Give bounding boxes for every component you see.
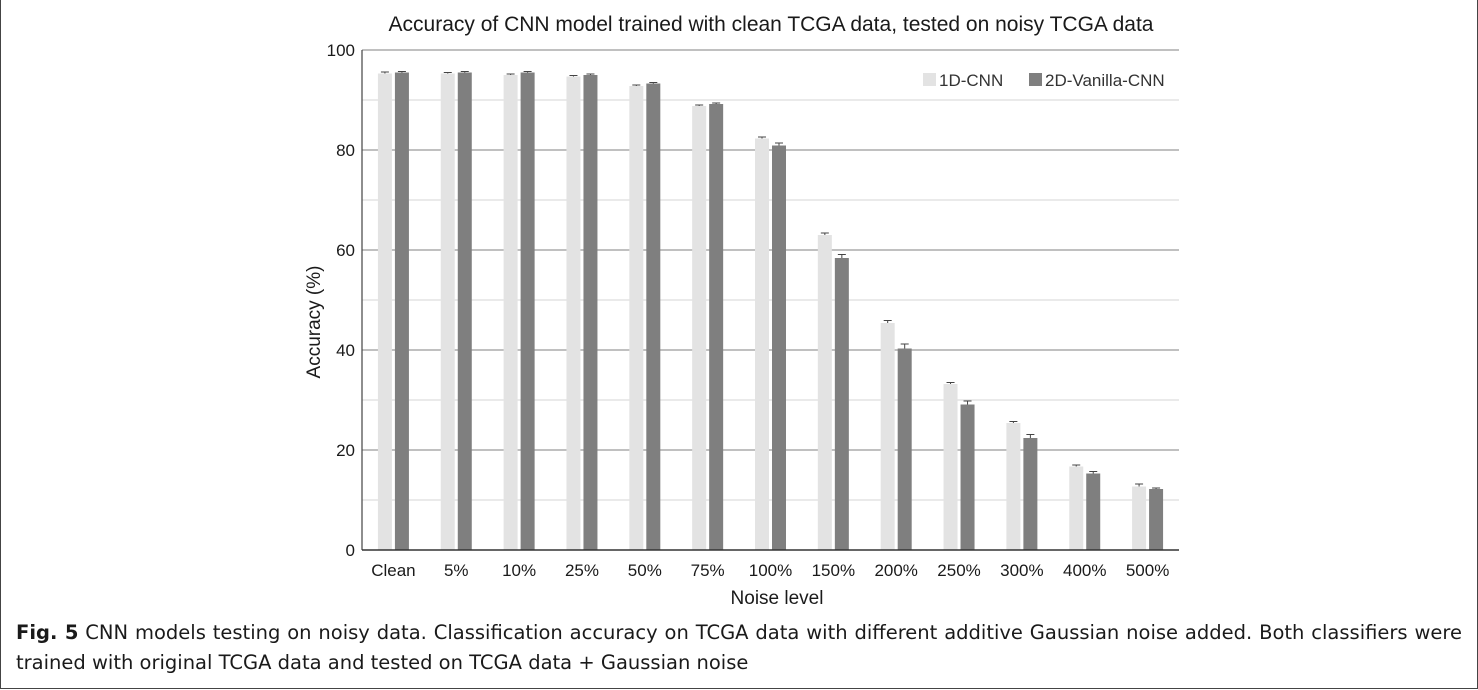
y-tick-label: 20 (336, 441, 355, 460)
bar-1d-cnn (880, 323, 895, 550)
axes: 0 20 40 60 80 100 Clean 5% 10% 25% 50% 75% 100% 150% 2… (327, 41, 1179, 580)
bar-2d-vanilla-cnn (1149, 489, 1164, 550)
bar-1d-cnn (629, 86, 644, 550)
legend-swatch-1d-cnn (923, 73, 936, 86)
error-bar (1026, 434, 1035, 438)
y-tick-label: 60 (336, 241, 355, 260)
error-bar (397, 71, 406, 73)
bar-2d-vanilla-cnn (520, 72, 535, 550)
bar-1d-cnn (1132, 486, 1147, 550)
legend-swatch-2d-vanilla-cnn (1029, 73, 1042, 86)
x-tick-label: Clean (371, 561, 415, 580)
error-bar (712, 102, 721, 104)
error-bar (963, 400, 972, 405)
x-tick-label: 500% (1126, 561, 1169, 580)
bar-1d-cnn (1069, 466, 1084, 550)
bar-1d-cnn (755, 138, 769, 550)
legend: 1D-CNN 2D-Vanilla-CNN (923, 71, 1165, 90)
error-bar (649, 82, 658, 84)
x-tick-label: 250% (937, 561, 980, 580)
legend-label-1d-cnn: 1D-CNN (939, 71, 1003, 90)
error-bar (380, 71, 389, 74)
bar-2d-vanilla-cnn (897, 348, 912, 550)
bar-1d-cnn (1006, 423, 1021, 550)
bar-1d-cnn (566, 76, 581, 550)
x-tick-label: 75% (691, 561, 725, 580)
legend-label-2d-vanilla-cnn: 2D-Vanilla-CNN (1045, 71, 1165, 90)
x-tick-label: 50% (628, 561, 662, 580)
error-bar (900, 343, 909, 349)
bar-1d-cnn (503, 75, 518, 550)
bar-2d-vanilla-cnn (834, 258, 849, 550)
error-bar (1152, 487, 1161, 489)
error-bar (1072, 464, 1081, 467)
y-tick-label: 100 (327, 41, 355, 60)
bar-1d-cnn (943, 384, 958, 550)
x-tick-label: 300% (1000, 561, 1043, 580)
error-bar (946, 382, 955, 384)
bar-2d-vanilla-cnn (646, 83, 661, 550)
error-bar (695, 104, 704, 106)
y-tick-label: 40 (336, 341, 355, 360)
bar-2d-vanilla-cnn (960, 404, 975, 550)
bar-2d-vanilla-cnn (709, 104, 724, 550)
error-bar (1135, 483, 1144, 487)
grid-lines (362, 49, 1179, 501)
error-bar (443, 72, 452, 74)
error-bar (837, 254, 846, 258)
y-axis-label: Accuracy (%) (304, 266, 325, 379)
bar-2d-vanilla-cnn (583, 75, 598, 550)
x-axis-label: Noise level (731, 588, 824, 609)
y-tick-label: 80 (336, 141, 355, 160)
x-tick-label: 5% (444, 561, 469, 580)
bar-1d-cnn (692, 106, 707, 550)
x-tick-label: 25% (565, 561, 599, 580)
caption-text: CNN models testing on noisy data. Classi… (16, 621, 1462, 674)
bar-2d-vanilla-cnn (394, 72, 409, 550)
y-tick-label: 0 (346, 541, 355, 560)
bar-2d-vanilla-cnn (772, 145, 786, 550)
bar-1d-cnn (440, 73, 455, 550)
x-tick-label: 150% (812, 561, 855, 580)
bars (377, 71, 1164, 550)
bar-2d-vanilla-cnn (457, 72, 472, 550)
bar-1d-cnn (817, 235, 832, 550)
x-tick-label: 200% (874, 561, 917, 580)
error-bar (586, 73, 595, 75)
error-bar (883, 320, 892, 323)
x-tick-label: 400% (1063, 561, 1106, 580)
caption-label: Fig. 5 (16, 621, 79, 644)
error-bar (506, 73, 515, 75)
chart-title: Accuracy of CNN model trained with clean… (389, 13, 1154, 36)
error-bar (1009, 421, 1018, 423)
error-bar (460, 71, 469, 73)
x-tick-label: 100% (749, 561, 792, 580)
error-bar (758, 136, 766, 139)
error-bar (569, 75, 578, 77)
bar-1d-cnn (377, 73, 392, 550)
error-bar (523, 71, 532, 73)
bar-2d-vanilla-cnn (1086, 473, 1101, 550)
error-bar (820, 232, 829, 235)
figure-caption: Fig. 5 CNN models testing on noisy data.… (16, 618, 1462, 678)
error-bar (1089, 471, 1098, 474)
error-bar (775, 142, 783, 146)
x-tick-label: 10% (502, 561, 536, 580)
bar-2d-vanilla-cnn (1023, 438, 1038, 550)
error-bar (632, 84, 641, 86)
bar-chart: Accuracy of CNN model trained with clean… (304, 13, 1179, 609)
